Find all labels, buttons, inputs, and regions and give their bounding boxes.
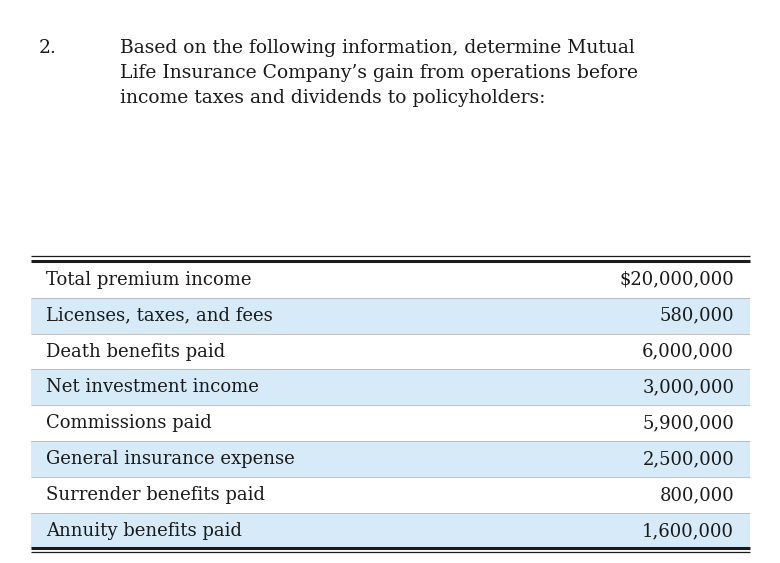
Text: Net investment income: Net investment income [46,378,259,396]
Text: Based on the following information, determine Mutual
Life Insurance Company’s ga: Based on the following information, dete… [120,39,638,108]
Text: 6,000,000: 6,000,000 [642,342,734,360]
Text: General insurance expense: General insurance expense [46,450,295,468]
Text: 2,500,000: 2,500,000 [643,450,734,468]
Text: Commissions paid: Commissions paid [46,414,212,432]
Text: 3,000,000: 3,000,000 [642,378,734,396]
Bar [31,513,750,549]
Text: 800,000: 800,000 [659,486,734,504]
Bar [31,441,750,477]
Text: 5,900,000: 5,900,000 [642,414,734,432]
Text: Licenses, taxes, and fees: Licenses, taxes, and fees [46,307,273,325]
Text: Total premium income: Total premium income [46,271,252,289]
Text: 1,600,000: 1,600,000 [642,522,734,540]
Text: Annuity benefits paid: Annuity benefits paid [46,522,243,540]
Bar [31,298,750,333]
Text: Surrender benefits paid: Surrender benefits paid [46,486,265,504]
Text: $20,000,000: $20,000,000 [619,271,734,289]
Text: 2.: 2. [39,39,56,57]
Text: Death benefits paid: Death benefits paid [46,342,225,360]
Bar [31,369,750,405]
Text: 580,000: 580,000 [660,307,734,325]
